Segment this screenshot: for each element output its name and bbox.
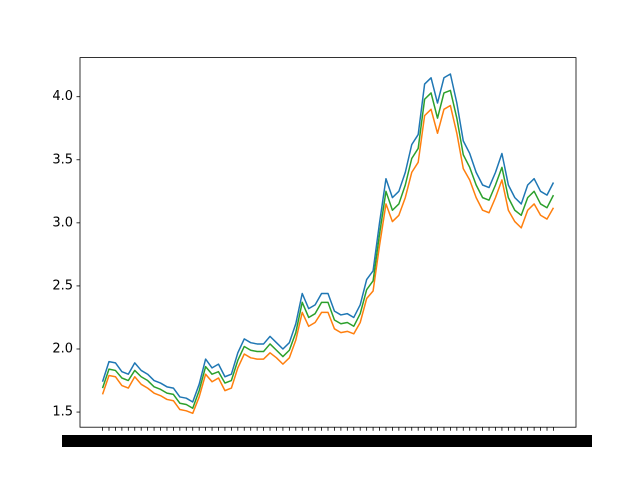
y-tick-label: 4.0 bbox=[52, 89, 73, 104]
plot-frame bbox=[79, 57, 577, 428]
line-series bbox=[101, 73, 555, 403]
x-tick-labels-overlap bbox=[62, 435, 592, 447]
y-tick-label: 3.5 bbox=[52, 152, 73, 167]
y-tick-label: 3.0 bbox=[52, 215, 73, 230]
y-tick-label: 2.0 bbox=[52, 341, 73, 356]
y-tick-label: 2.5 bbox=[52, 278, 73, 293]
line-series bbox=[101, 89, 555, 410]
line-series bbox=[101, 104, 555, 415]
y-tick-label: 1.5 bbox=[52, 405, 73, 420]
